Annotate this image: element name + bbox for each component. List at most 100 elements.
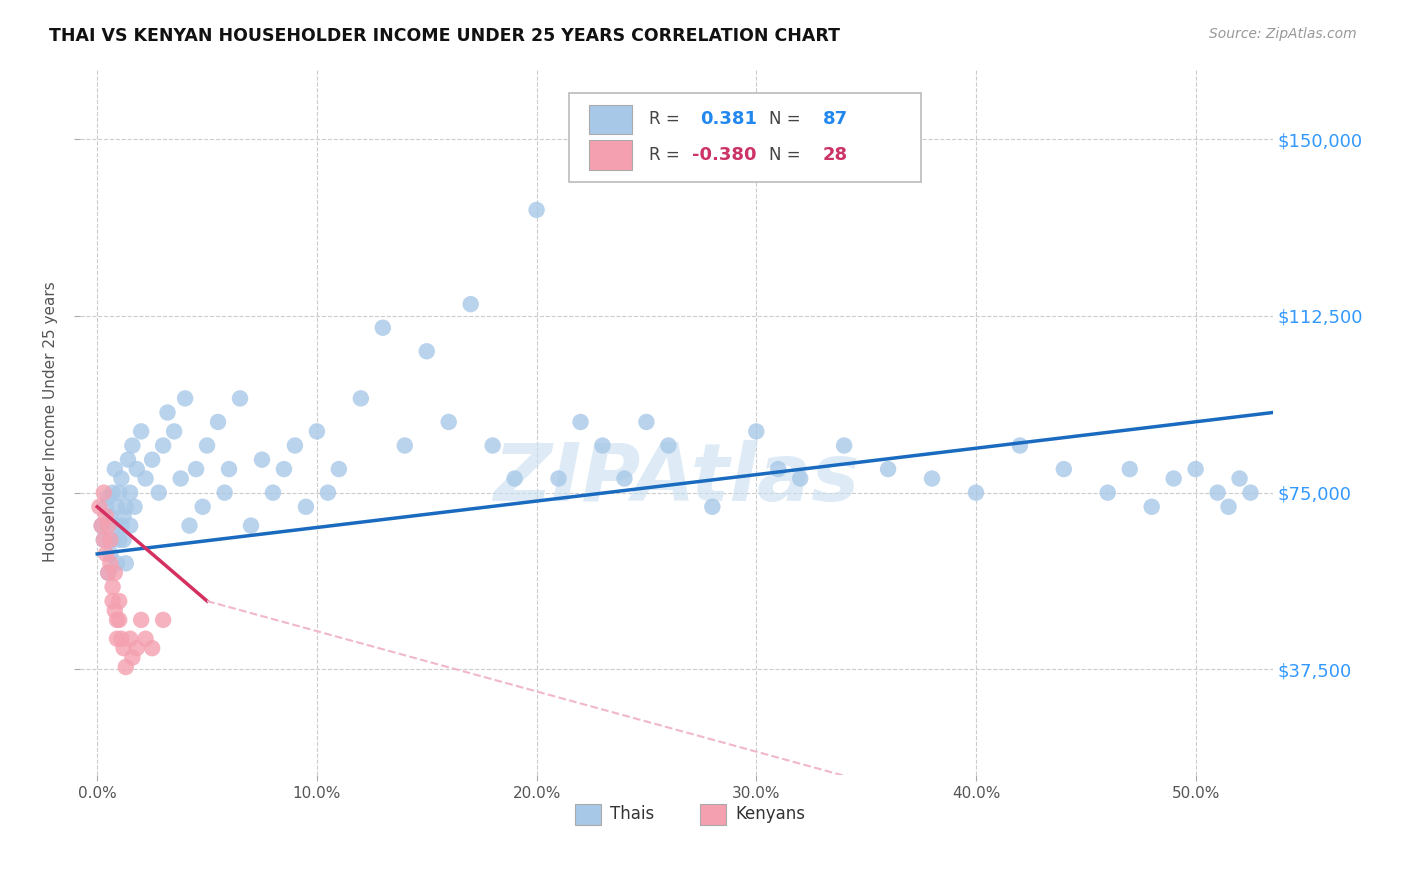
Point bbox=[90, 518, 112, 533]
Point bbox=[1229, 471, 1251, 485]
Point bbox=[328, 462, 350, 476]
Point bbox=[229, 392, 252, 406]
Point bbox=[921, 471, 943, 485]
Point bbox=[437, 415, 460, 429]
Point bbox=[104, 518, 127, 533]
Point bbox=[125, 641, 148, 656]
Point bbox=[110, 632, 132, 646]
Point bbox=[526, 202, 548, 217]
Point bbox=[273, 462, 295, 476]
Point bbox=[89, 500, 111, 514]
Point bbox=[112, 509, 135, 524]
Point bbox=[100, 509, 122, 524]
Bar bbox=[589, 104, 631, 135]
Point bbox=[120, 518, 142, 533]
Point bbox=[94, 547, 117, 561]
Text: N =: N = bbox=[769, 111, 806, 128]
Text: -0.380: -0.380 bbox=[692, 145, 756, 164]
Point bbox=[148, 485, 170, 500]
FancyBboxPatch shape bbox=[568, 94, 921, 182]
Point bbox=[305, 425, 328, 439]
Point bbox=[789, 471, 811, 485]
Point bbox=[104, 462, 127, 476]
Point bbox=[295, 500, 318, 514]
Point bbox=[120, 485, 142, 500]
Point bbox=[135, 471, 157, 485]
Point bbox=[592, 438, 614, 452]
Text: Thais: Thais bbox=[610, 805, 655, 823]
Point bbox=[877, 462, 900, 476]
Point bbox=[1140, 500, 1163, 514]
Point bbox=[1239, 485, 1261, 500]
Point bbox=[101, 594, 124, 608]
Point bbox=[117, 452, 139, 467]
Point bbox=[394, 438, 416, 452]
Point bbox=[108, 533, 131, 547]
Point bbox=[125, 462, 148, 476]
Point bbox=[93, 533, 115, 547]
Point bbox=[350, 392, 373, 406]
Bar bbox=[575, 804, 600, 825]
Point bbox=[460, 297, 482, 311]
Point bbox=[152, 438, 174, 452]
Text: R =: R = bbox=[648, 145, 685, 164]
Point bbox=[110, 518, 132, 533]
Point bbox=[129, 425, 152, 439]
Point bbox=[481, 438, 503, 452]
Point bbox=[657, 438, 679, 452]
Point bbox=[141, 452, 163, 467]
Point bbox=[284, 438, 307, 452]
Text: 87: 87 bbox=[823, 111, 848, 128]
Point bbox=[105, 500, 128, 514]
Point bbox=[1163, 471, 1185, 485]
Point bbox=[100, 547, 122, 561]
Point bbox=[768, 462, 790, 476]
Point bbox=[613, 471, 636, 485]
Text: 28: 28 bbox=[823, 145, 848, 164]
Point bbox=[1053, 462, 1076, 476]
Point bbox=[503, 471, 526, 485]
Point bbox=[195, 438, 218, 452]
Text: 0.381: 0.381 bbox=[700, 111, 756, 128]
Text: THAI VS KENYAN HOUSEHOLDER INCOME UNDER 25 YEARS CORRELATION CHART: THAI VS KENYAN HOUSEHOLDER INCOME UNDER … bbox=[49, 27, 841, 45]
Point bbox=[108, 485, 131, 500]
Point bbox=[240, 518, 263, 533]
Point bbox=[108, 594, 131, 608]
Point bbox=[93, 533, 115, 547]
Point bbox=[97, 566, 120, 580]
Point bbox=[636, 415, 658, 429]
Point bbox=[1206, 485, 1229, 500]
Point bbox=[104, 566, 127, 580]
Point bbox=[100, 557, 122, 571]
Point bbox=[105, 557, 128, 571]
Point bbox=[1097, 485, 1119, 500]
Point bbox=[316, 485, 339, 500]
Bar bbox=[589, 140, 631, 169]
Point bbox=[262, 485, 284, 500]
Point bbox=[101, 485, 124, 500]
Point bbox=[120, 632, 142, 646]
Point bbox=[141, 641, 163, 656]
Point bbox=[112, 641, 135, 656]
Text: Source: ZipAtlas.com: Source: ZipAtlas.com bbox=[1209, 27, 1357, 41]
Point bbox=[1119, 462, 1142, 476]
Bar bbox=[700, 804, 725, 825]
Point bbox=[108, 613, 131, 627]
Point bbox=[965, 485, 987, 500]
Point bbox=[105, 613, 128, 627]
Point bbox=[90, 518, 112, 533]
Point bbox=[832, 438, 855, 452]
Point bbox=[152, 613, 174, 627]
Point bbox=[170, 471, 193, 485]
Point bbox=[207, 415, 229, 429]
Point bbox=[547, 471, 569, 485]
Point bbox=[163, 425, 186, 439]
Point bbox=[97, 518, 120, 533]
Point bbox=[105, 632, 128, 646]
Point bbox=[114, 557, 136, 571]
Text: N =: N = bbox=[769, 145, 806, 164]
Point bbox=[101, 580, 124, 594]
Point bbox=[250, 452, 273, 467]
Point bbox=[112, 533, 135, 547]
Point bbox=[218, 462, 240, 476]
